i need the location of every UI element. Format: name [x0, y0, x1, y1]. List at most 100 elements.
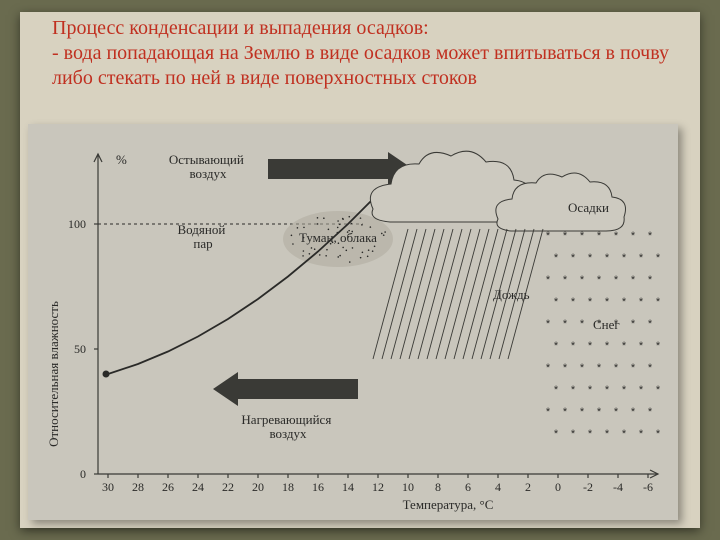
svg-text:*: * — [639, 428, 644, 440]
svg-text:*: * — [563, 318, 568, 330]
header-line-1: Процесс конденсации и выпадения осадков: — [52, 16, 672, 41]
svg-text:24: 24 — [192, 480, 204, 494]
svg-text:*: * — [571, 340, 576, 352]
svg-text:*: * — [648, 274, 653, 286]
page-card: Процесс конденсации и выпадения осадков:… — [20, 12, 700, 528]
svg-text:-6: -6 — [643, 480, 653, 494]
svg-text:*: * — [639, 296, 644, 308]
svg-text:*: * — [622, 384, 627, 396]
svg-text:*: * — [571, 252, 576, 264]
svg-text:*: * — [648, 230, 653, 242]
x-axis-title: Температура, °С — [403, 497, 494, 512]
svg-text:*: * — [648, 406, 653, 418]
svg-text:*: * — [605, 296, 610, 308]
svg-text:-4: -4 — [613, 480, 623, 494]
svg-text:*: * — [622, 340, 627, 352]
svg-text:*: * — [605, 428, 610, 440]
svg-text:-2: -2 — [583, 480, 593, 494]
snow-region: ****************************************… — [546, 230, 661, 440]
y-tick-50: 50 — [74, 342, 86, 356]
svg-text:12: 12 — [372, 480, 384, 494]
svg-text:*: * — [639, 340, 644, 352]
svg-text:*: * — [656, 252, 661, 264]
svg-text:20: 20 — [252, 480, 264, 494]
svg-text:*: * — [605, 252, 610, 264]
y-tick-0: 0 — [80, 467, 86, 481]
header-line-2: - вода попадающая на Землю в виде осадко… — [52, 41, 672, 91]
svg-text:28: 28 — [132, 480, 144, 494]
svg-text:30: 30 — [102, 480, 114, 494]
svg-text:*: * — [546, 318, 551, 330]
svg-text:*: * — [614, 230, 619, 242]
svg-text:*: * — [597, 362, 602, 374]
svg-text:*: * — [614, 362, 619, 374]
svg-text:*: * — [597, 230, 602, 242]
svg-text:*: * — [656, 384, 661, 396]
svg-text:*: * — [605, 384, 610, 396]
svg-text:*: * — [631, 406, 636, 418]
svg-text:*: * — [546, 362, 551, 374]
cooling-arrow: Остывающий воздух — [169, 152, 413, 186]
svg-text:22: 22 — [222, 480, 234, 494]
svg-text:*: * — [648, 362, 653, 374]
svg-text:*: * — [631, 230, 636, 242]
svg-text:*: * — [546, 406, 551, 418]
svg-text:*: * — [614, 274, 619, 286]
svg-text:*: * — [614, 406, 619, 418]
y-axis-title: Относительная влажность — [46, 301, 61, 447]
svg-text:*: * — [631, 274, 636, 286]
svg-text:4: 4 — [495, 480, 501, 494]
svg-text:*: * — [580, 406, 585, 418]
dew-point-marker — [103, 371, 110, 378]
svg-text:*: * — [554, 428, 559, 440]
svg-text:*: * — [622, 428, 627, 440]
header-text: Процесс конденсации и выпадения осадков:… — [52, 16, 672, 91]
vapor-label: Водяной пар — [177, 222, 228, 251]
x-ticks: 302826242220181614121086420-2-4-6 — [102, 474, 653, 494]
svg-text:*: * — [580, 362, 585, 374]
svg-text:*: * — [563, 230, 568, 242]
svg-text:*: * — [588, 296, 593, 308]
heating-label: Нагревающийся воздух — [241, 412, 334, 441]
svg-text:16: 16 — [312, 480, 324, 494]
y-ticks: 0 50 100 — [68, 217, 98, 481]
svg-text:*: * — [571, 296, 576, 308]
svg-text:*: * — [631, 318, 636, 330]
snow-label: Снег — [593, 317, 620, 332]
svg-text:*: * — [588, 384, 593, 396]
svg-text:*: * — [605, 340, 610, 352]
svg-text:*: * — [554, 296, 559, 308]
heating-arrow: Нагревающийся воздух — [213, 372, 358, 441]
svg-text:*: * — [588, 428, 593, 440]
cooling-label: Остывающий воздух — [169, 152, 247, 181]
svg-text:*: * — [580, 318, 585, 330]
svg-text:*: * — [597, 406, 602, 418]
svg-text:*: * — [639, 384, 644, 396]
svg-text:*: * — [571, 384, 576, 396]
svg-text:8: 8 — [435, 480, 441, 494]
svg-text:26: 26 — [162, 480, 174, 494]
svg-text:*: * — [639, 252, 644, 264]
svg-text:*: * — [597, 274, 602, 286]
svg-text:*: * — [631, 362, 636, 374]
svg-text:0: 0 — [555, 480, 561, 494]
svg-text:2: 2 — [525, 480, 531, 494]
svg-text:*: * — [656, 428, 661, 440]
svg-text:*: * — [546, 230, 551, 242]
svg-text:*: * — [656, 296, 661, 308]
svg-text:14: 14 — [342, 480, 354, 494]
y-tick-100: 100 — [68, 217, 86, 231]
svg-text:*: * — [563, 362, 568, 374]
svg-text:*: * — [571, 428, 576, 440]
svg-text:18: 18 — [282, 480, 294, 494]
clouds — [370, 151, 625, 231]
svg-text:*: * — [554, 340, 559, 352]
svg-text:*: * — [622, 296, 627, 308]
svg-text:10: 10 — [402, 480, 414, 494]
svg-text:*: * — [546, 274, 551, 286]
rain-label: Дождь — [493, 287, 530, 302]
svg-text:*: * — [622, 252, 627, 264]
svg-text:*: * — [563, 406, 568, 418]
svg-text:*: * — [554, 384, 559, 396]
svg-text:*: * — [554, 252, 559, 264]
